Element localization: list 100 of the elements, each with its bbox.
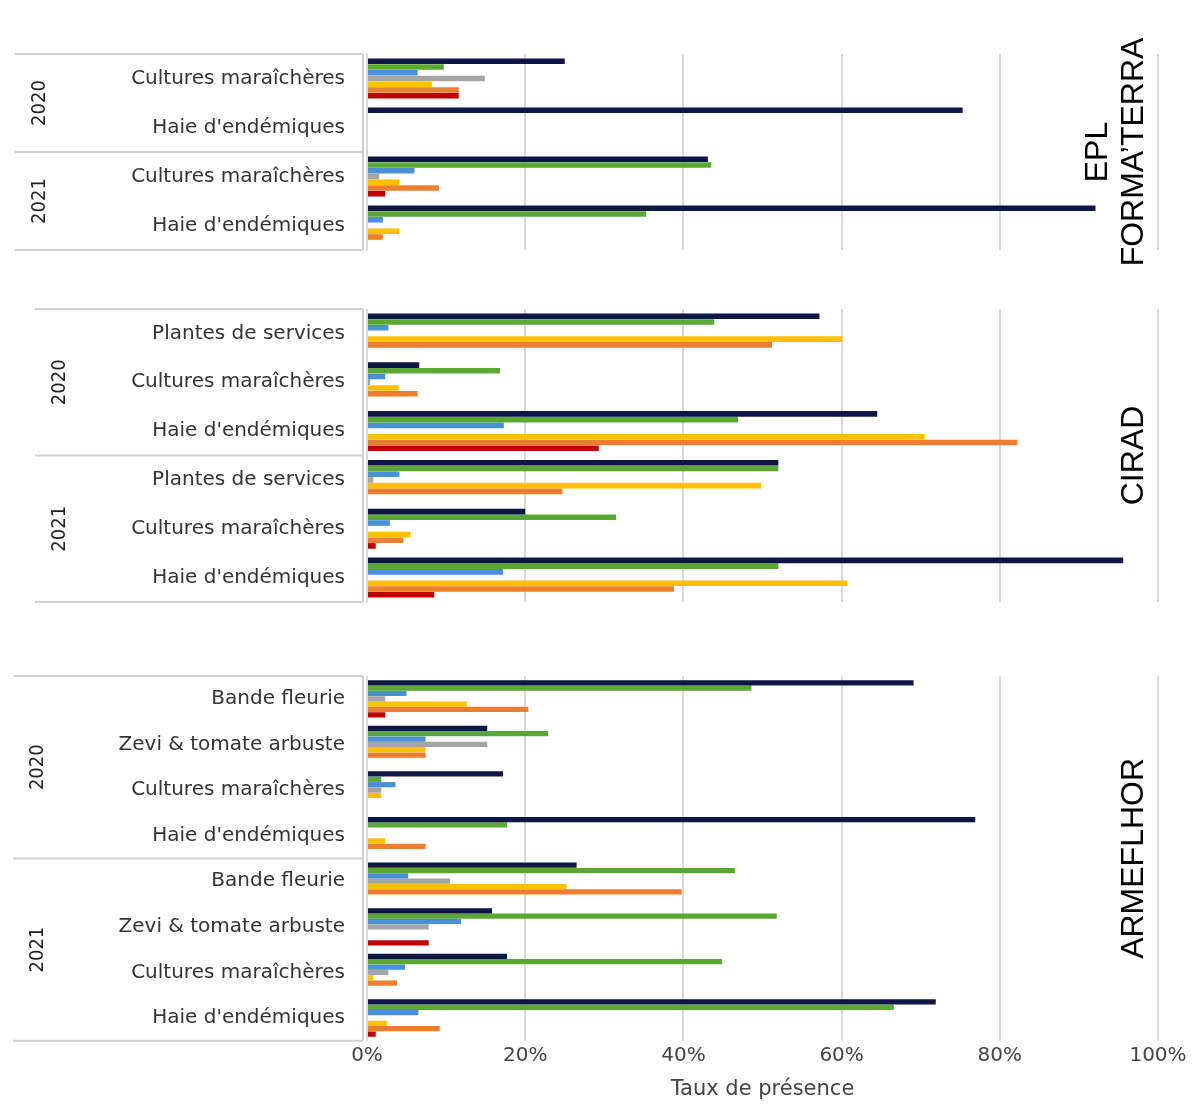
bar	[368, 1004, 894, 1010]
bar	[368, 883, 567, 890]
bar	[368, 520, 390, 526]
bar	[368, 64, 444, 70]
bar	[368, 787, 382, 793]
bar	[368, 701, 467, 707]
y-tick-label: Plantes de services	[152, 466, 345, 491]
bar	[368, 234, 383, 240]
bar	[368, 964, 405, 970]
y-tick-label: Haie d'endémiques	[152, 1004, 345, 1029]
y-tick-label: Cultures maraîchères	[131, 958, 345, 983]
bar	[368, 216, 383, 223]
y-tick-label: Haie d'endémiques	[152, 113, 345, 138]
bar	[368, 953, 508, 959]
bar	[368, 58, 565, 65]
bar	[368, 725, 488, 731]
bar	[368, 362, 420, 368]
bar	[368, 680, 914, 686]
bar	[368, 731, 549, 737]
bar	[368, 690, 407, 697]
bar	[368, 918, 462, 925]
bar	[368, 924, 429, 930]
y-tick-label: Haie d'endémiques	[152, 211, 345, 236]
y-tick-label: Haie d'endémiques	[152, 417, 345, 442]
bar	[368, 477, 374, 483]
y-tick-label: Zevi & tomate arbuste	[118, 730, 345, 755]
x-tick-label: 80%	[977, 1042, 1023, 1066]
x-axis-title: Taux de présence	[669, 1075, 855, 1100]
x-tick-label: 60%	[819, 1042, 864, 1066]
y-tick-label: Zevi & tomate arbuste	[118, 913, 345, 937]
x-tick-label: 40%	[661, 1042, 706, 1066]
bar	[368, 531, 411, 538]
text: 2021	[26, 178, 51, 224]
x-tick-label: 20%	[502, 1042, 548, 1066]
bar	[368, 908, 492, 914]
text: 2021	[24, 926, 49, 973]
bar	[368, 445, 599, 452]
y-tick-label: Cultures maraîchères	[131, 64, 345, 89]
bar	[368, 162, 712, 168]
x-tick-label: 100%	[1129, 1042, 1187, 1066]
bar	[368, 69, 418, 76]
bar	[368, 741, 488, 748]
y-tick-label: Haie d'endémiques	[152, 563, 345, 588]
bar	[368, 736, 426, 742]
text: CIRAD	[1113, 405, 1150, 506]
bar	[368, 319, 715, 325]
bar	[368, 87, 459, 93]
y-tick-label: Plantes de services	[152, 319, 345, 344]
bar	[368, 586, 674, 592]
y-tick-label: Cultures maraîchères	[131, 162, 345, 187]
bar	[368, 459, 779, 466]
bar	[368, 696, 386, 702]
bar	[368, 873, 409, 879]
bar	[368, 940, 429, 946]
bar	[368, 867, 735, 874]
bar	[368, 173, 379, 180]
bar	[368, 1010, 419, 1016]
bar	[368, 313, 820, 320]
bar	[368, 816, 976, 823]
text: EPL FORMA’TERRA	[1077, 36, 1150, 267]
bar	[368, 107, 963, 114]
bar	[368, 205, 1096, 212]
bar	[368, 776, 382, 782]
bar	[368, 838, 386, 844]
text: 2020	[46, 359, 71, 406]
bar	[368, 980, 398, 986]
bar	[368, 822, 508, 828]
bar	[368, 167, 415, 174]
y-tick-label: Bande fleurie	[211, 867, 345, 892]
bar	[368, 792, 382, 798]
x-tick-label: 0%	[351, 1042, 383, 1066]
bar	[368, 92, 459, 99]
bar	[368, 211, 647, 217]
y-tick-label: Haie d'endémiques	[152, 821, 345, 846]
text: 2020	[24, 744, 49, 791]
bar	[368, 685, 752, 691]
bar	[368, 563, 779, 569]
bar	[368, 537, 404, 543]
bar	[368, 368, 500, 374]
bar	[368, 747, 426, 753]
y-tick-label: Cultures maraîchères	[131, 776, 345, 801]
bar	[368, 959, 723, 965]
bar	[368, 569, 504, 575]
y-tick-label: Cultures maraîchères	[131, 514, 345, 539]
text: 2020	[26, 80, 51, 126]
bar	[368, 411, 878, 417]
bar	[368, 913, 777, 919]
bar	[368, 712, 386, 718]
y-tick-label: Cultures maraîchères	[131, 368, 345, 393]
bar	[368, 543, 376, 549]
text: 2021	[46, 505, 71, 552]
y-tick-label: Bande fleurie	[211, 685, 345, 709]
bar	[368, 471, 400, 477]
bar	[368, 1020, 387, 1026]
bar	[368, 342, 772, 348]
bar	[368, 179, 400, 186]
bar	[368, 390, 418, 397]
bar	[368, 156, 708, 163]
bar	[368, 878, 451, 884]
bar	[368, 591, 435, 598]
